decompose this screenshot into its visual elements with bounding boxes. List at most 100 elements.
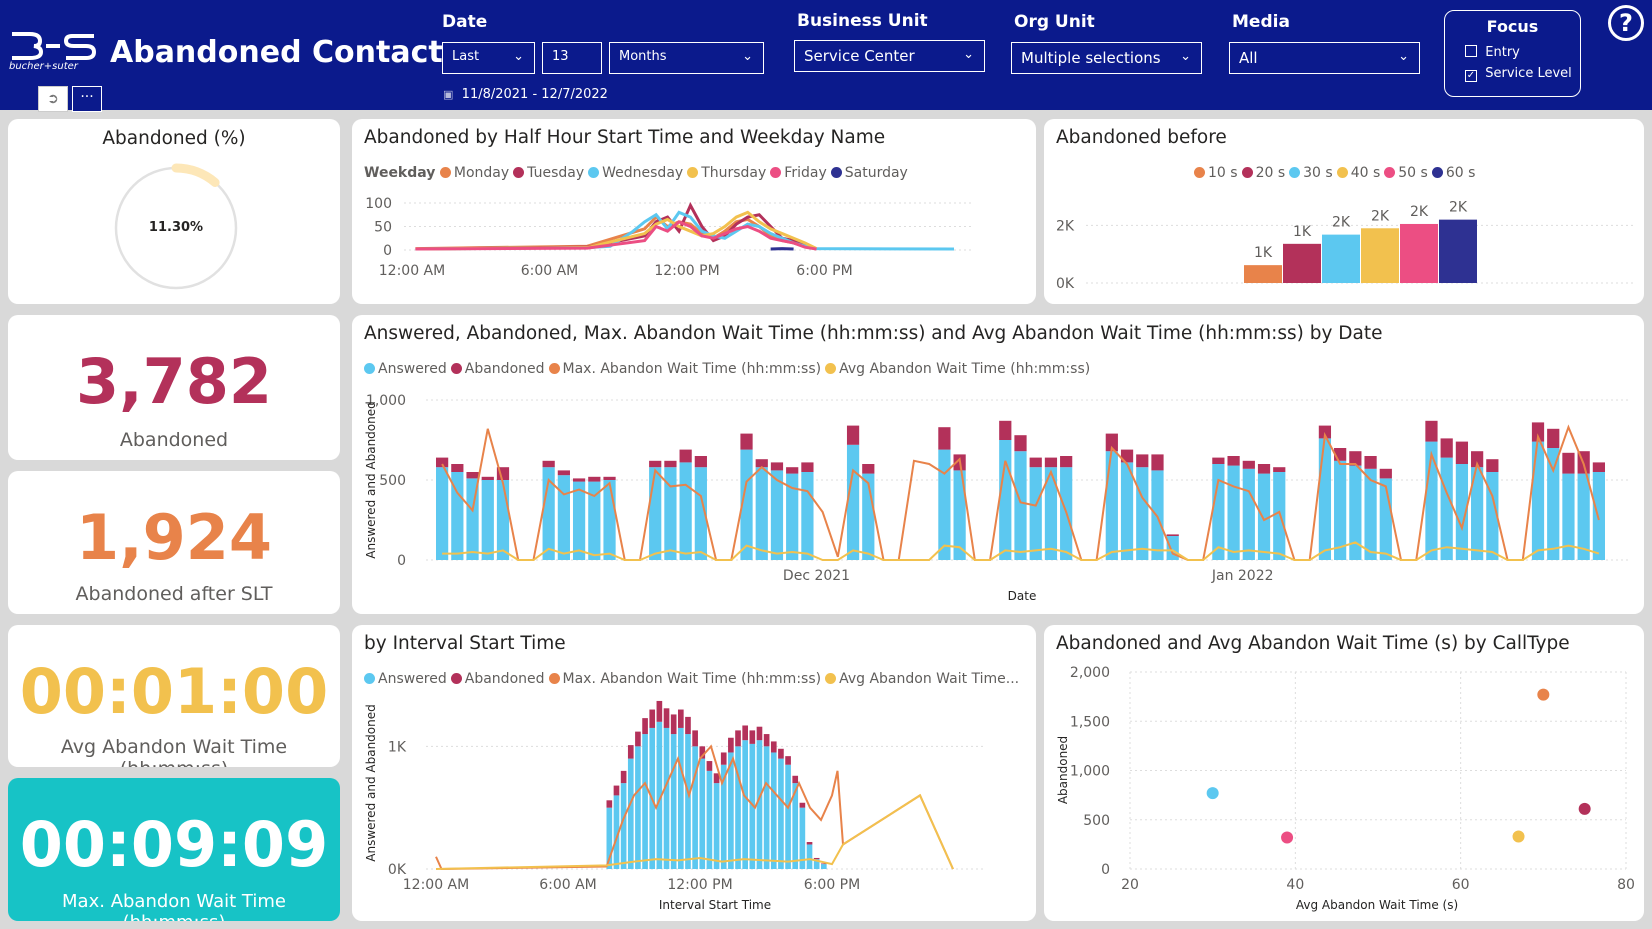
abandoned-bar (821, 863, 827, 865)
abandoned-bar (620, 770, 627, 784)
legend-item[interactable]: Max. Abandon Wait Time (hh:mm:ss) (548, 671, 821, 687)
legend-item[interactable]: 60 s (1431, 165, 1475, 181)
answered-bar (436, 467, 449, 560)
max-wait-line (435, 744, 954, 871)
answered-bar (756, 740, 763, 869)
abandoned-bar (613, 785, 620, 796)
answered-bar (685, 734, 691, 869)
by-date-chart-card: Answered, Abandoned, Max. Abandon Wait T… (352, 315, 1644, 614)
legend-item[interactable]: Answered (364, 361, 447, 377)
answered-bar (1318, 438, 1332, 560)
business-unit-select[interactable]: Service Center ⌄ (794, 40, 985, 72)
answered-bar (678, 727, 684, 869)
legend-label: 20 s (1255, 165, 1286, 181)
abandoned-bar (1014, 435, 1027, 452)
legend-item[interactable]: Saturday (830, 165, 908, 181)
abandoned-bar (1136, 454, 1149, 468)
y-axis-label: Answered and Abandoned (364, 704, 378, 862)
abandoned-bar (466, 472, 479, 479)
abandoned-bar (706, 761, 713, 771)
x-tick-label: 12:00 AM (403, 877, 469, 893)
answered-bar (813, 859, 820, 869)
avg-wait-value: 00:01:00 (19, 655, 329, 728)
legend-dot-icon (364, 673, 375, 684)
legend-item[interactable]: 10 s (1194, 165, 1238, 181)
legend-item[interactable]: Avg Abandon Wait Time... (825, 671, 1019, 687)
answered-bar (481, 480, 494, 560)
y-tick-label: 500 (379, 473, 406, 489)
answered-bar (613, 795, 620, 869)
answered-bar (1029, 467, 1042, 560)
legend-item[interactable]: Abandoned (450, 361, 545, 377)
legend-item[interactable]: Friday (770, 165, 827, 181)
abandoned-bar (670, 714, 677, 735)
legend-label: Tuesday (527, 165, 585, 181)
abandoned-before-title: Abandoned before (1056, 127, 1227, 148)
help-button[interactable]: ? (1608, 5, 1644, 41)
legend-item[interactable]: Abandoned (450, 671, 545, 687)
answered-bar (542, 467, 555, 560)
legend-label: Wednesday (602, 165, 684, 181)
legend-dot-icon (548, 673, 560, 684)
legend-item[interactable]: Monday (439, 165, 509, 181)
answered-bar (786, 473, 799, 560)
x-tick-label: 80 (1617, 877, 1635, 893)
more-options-icon[interactable]: ··· (72, 86, 102, 112)
legend-item[interactable]: 50 s (1384, 165, 1428, 181)
legend-item[interactable]: 30 s (1289, 165, 1333, 181)
abandoned-bar (1120, 449, 1134, 463)
abandoned-pct-value: 11.30% (148, 220, 204, 235)
abandoned-bar (664, 460, 677, 468)
abandoned-bar (728, 737, 734, 753)
series-line-thursday (415, 210, 818, 251)
abandoned-bar (1547, 428, 1560, 448)
legend-item[interactable]: Avg Abandon Wait Time (hh:mm:ss) (825, 361, 1090, 377)
calendar-icon: ▣ (443, 88, 454, 101)
abandoned-bar (1349, 451, 1362, 466)
y-tick-label: 1K (388, 739, 407, 755)
legend-dot-icon (1194, 167, 1205, 178)
by-date-legend: Answered Abandoned Max. Abandon Wait Time … (364, 361, 1094, 377)
x-tick-label: 12:00 PM (654, 263, 719, 279)
scatter-point (1537, 688, 1550, 701)
date-count-input[interactable]: 13 (542, 42, 602, 74)
pin-icon[interactable]: ➲ (38, 86, 68, 112)
abandoned-bar (635, 731, 641, 747)
abandoned-bar (999, 420, 1012, 440)
abandoned-bar (749, 730, 756, 744)
legend-dot-icon (1384, 167, 1396, 178)
abandoned-bar (1060, 456, 1073, 468)
legend-item[interactable]: 40 s (1336, 165, 1380, 181)
chevron-down-icon: ⌄ (963, 47, 974, 62)
legend-item[interactable]: Tuesday (513, 165, 584, 181)
answered-bar (1592, 472, 1605, 560)
date-relative-select[interactable]: Last ⌄ (442, 42, 535, 74)
calltype-chart: 2,000 1,500 1,000 500 0 20 40 60 80 Abandoned Avg … (1056, 665, 1635, 912)
answered-bar (649, 467, 662, 560)
legend-dot-icon (450, 363, 462, 374)
org-unit-select[interactable]: Multiple selections ⌄ (1011, 42, 1202, 74)
abandoned-bar (770, 462, 784, 471)
abandoned-bar (451, 464, 464, 472)
answered-bar (749, 743, 756, 869)
answered-bar (1242, 468, 1255, 560)
avg-wait-label: Avg Abandon Wait Time (hh:mm:ss) (60, 736, 288, 767)
legend-item[interactable]: Answered (364, 671, 447, 687)
org-unit-label: Org Unit (1014, 12, 1095, 32)
focus-option-service-level[interactable]: ✓ Service Level (1465, 66, 1572, 82)
legend-item[interactable]: 20 s (1241, 165, 1286, 181)
abandoned-bar (1044, 457, 1058, 468)
abandoned-bar (603, 476, 616, 480)
legend-item[interactable]: Max. Abandon Wait Time (hh:mm:ss) (548, 361, 821, 377)
abandoned-bar (1318, 425, 1332, 439)
legend-item[interactable]: Wednesday (588, 165, 683, 181)
legend-item[interactable]: Thursday (687, 165, 766, 181)
media-select[interactable]: All ⌄ (1229, 42, 1420, 74)
answered-bar (451, 472, 464, 560)
page-title: Abandoned Contacts (110, 35, 461, 70)
date-unit-select[interactable]: Months ⌄ (609, 42, 764, 74)
y-tick-label: 0 (383, 243, 392, 259)
focus-option-entry[interactable]: Entry (1465, 45, 1520, 60)
max-wait-card: 00:09:09 Max. Abandon Wait Time (hh:mm:s… (8, 778, 340, 921)
y-tick-label: 1,000 (366, 393, 406, 409)
